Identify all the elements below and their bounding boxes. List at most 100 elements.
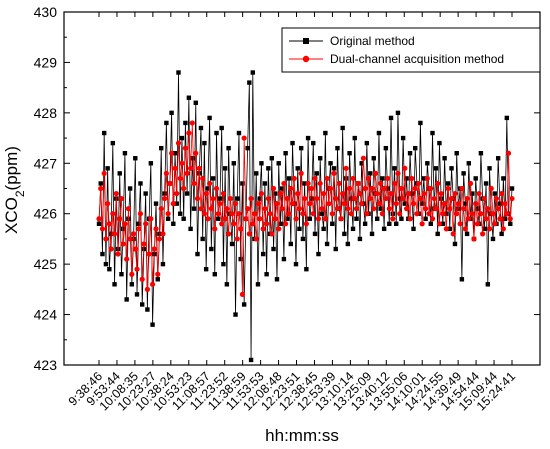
- dual-channel-data-point: [473, 201, 479, 207]
- dual-channel-data-point: [289, 201, 296, 207]
- original-data-point: [129, 282, 135, 287]
- original-data-point: [138, 181, 143, 186]
- dual-channel-data-point: [483, 216, 489, 222]
- dual-channel-data-point: [253, 236, 259, 242]
- dual-channel-data-point: [295, 190, 301, 197]
- original-data-point: [385, 186, 390, 191]
- original-data-point: [399, 216, 404, 221]
- dual-channel-data-point: [459, 185, 465, 192]
- dual-channel-data-point: [258, 190, 265, 197]
- original-data-point: [226, 145, 231, 151]
- dual-channel-data-point: [343, 165, 349, 171]
- original-data-point: [133, 156, 138, 161]
- dual-channel-data-point: [110, 211, 116, 217]
- dual-channel-data-point: [224, 206, 230, 212]
- dual-channel-data-point: [232, 201, 239, 207]
- dual-channel-data-point: [410, 201, 417, 207]
- original-data-point: [236, 130, 242, 136]
- dual-channel-data-point: [345, 206, 351, 212]
- original-data-point: [380, 176, 385, 181]
- dual-channel-data-point: [136, 226, 142, 232]
- dual-channel-data-point: [424, 175, 430, 182]
- original-data-point: [100, 251, 105, 257]
- original-data-point: [459, 277, 465, 282]
- dual-channel-data-point: [106, 221, 112, 227]
- original-data-point: [191, 206, 197, 211]
- original-data-point: [281, 256, 287, 262]
- dual-channel-data-point: [493, 195, 500, 202]
- dual-channel-data-point: [186, 130, 192, 136]
- original-data-point: [495, 156, 501, 161]
- dual-channel-data-point: [314, 195, 320, 202]
- original-data-point: [264, 272, 269, 277]
- dual-channel-data-point: [239, 291, 246, 297]
- dual-channel-data-point: [355, 180, 361, 187]
- dual-channel-data-point: [198, 206, 204, 212]
- original-data-point: [120, 226, 126, 232]
- original-data-point: [110, 140, 116, 146]
- dual-channel-data-point: [293, 216, 299, 222]
- original-data-point: [501, 176, 506, 181]
- original-data-point: [490, 236, 496, 242]
- original-data-point: [183, 120, 188, 126]
- dual-channel-data-point: [497, 216, 503, 222]
- dual-channel-data-point: [115, 251, 121, 257]
- original-data-point: [464, 231, 470, 237]
- original-data-point: [295, 166, 300, 171]
- dual-channel-data-point: [502, 201, 508, 207]
- dual-channel-data-point: [395, 170, 401, 176]
- original-data-point: [174, 201, 179, 206]
- original-data-point: [418, 120, 423, 126]
- dual-channel-data-point: [329, 211, 335, 217]
- legend-marker-original: [303, 38, 309, 44]
- dual-channel-data-point: [208, 206, 214, 212]
- original-data-point: [362, 221, 368, 226]
- dual-channel-data-point: [165, 211, 171, 217]
- dual-channel-data-point: [143, 221, 149, 227]
- dual-channel-data-point: [149, 281, 156, 287]
- dual-channel-data-point: [122, 221, 128, 227]
- plot-area-frame: [63, 11, 541, 366]
- dual-channel-data-point: [117, 216, 123, 222]
- original-data-point: [449, 166, 454, 171]
- legend-marker-dual: [302, 55, 310, 63]
- dual-channel-data-point: [403, 206, 410, 212]
- original-data-point: [117, 171, 122, 176]
- dual-channel-data-point: [469, 211, 475, 217]
- dual-channel-data-point: [272, 216, 278, 222]
- original-data-point: [229, 241, 235, 247]
- dual-channel-data-point: [435, 180, 441, 187]
- original-data-point: [286, 176, 292, 181]
- dual-channel-data-point: [464, 195, 470, 202]
- y-axis-title: XCO2(ppm): [2, 146, 27, 234]
- dual-channel-data-point: [177, 175, 183, 182]
- original-data-point: [216, 216, 221, 221]
- original-data-point: [330, 221, 335, 226]
- original-data-point: [321, 226, 326, 232]
- original-data-point: [376, 130, 382, 136]
- original-data-point: [172, 151, 178, 156]
- dual-channel-data-point: [243, 216, 249, 222]
- dual-channel-data-point: [125, 206, 131, 212]
- dual-channel-data-point: [369, 185, 375, 192]
- legend-label-dual: Dual-channel acquisition method: [330, 52, 504, 66]
- original-data-point: [159, 145, 164, 151]
- original-data-point: [217, 196, 223, 201]
- dual-channel-data-point: [383, 195, 389, 202]
- original-data-point: [499, 231, 504, 237]
- original-data-point: [454, 151, 459, 156]
- dual-channel-data-point: [167, 180, 173, 187]
- original-data-point: [290, 140, 295, 146]
- dual-channel-data-point: [310, 211, 316, 217]
- dual-channel-data-point: [250, 221, 256, 227]
- original-data-point: [136, 221, 141, 226]
- dual-channel-data-point: [454, 211, 460, 217]
- original-data-point: [350, 226, 356, 232]
- dual-channel-data-point: [448, 195, 455, 202]
- dual-channel-data-point: [338, 216, 344, 222]
- original-data-point: [108, 231, 114, 237]
- dual-channel-data-point: [360, 155, 366, 161]
- dual-channel-data-point: [461, 206, 467, 212]
- original-data-point: [473, 176, 478, 181]
- original-data-point: [456, 206, 461, 211]
